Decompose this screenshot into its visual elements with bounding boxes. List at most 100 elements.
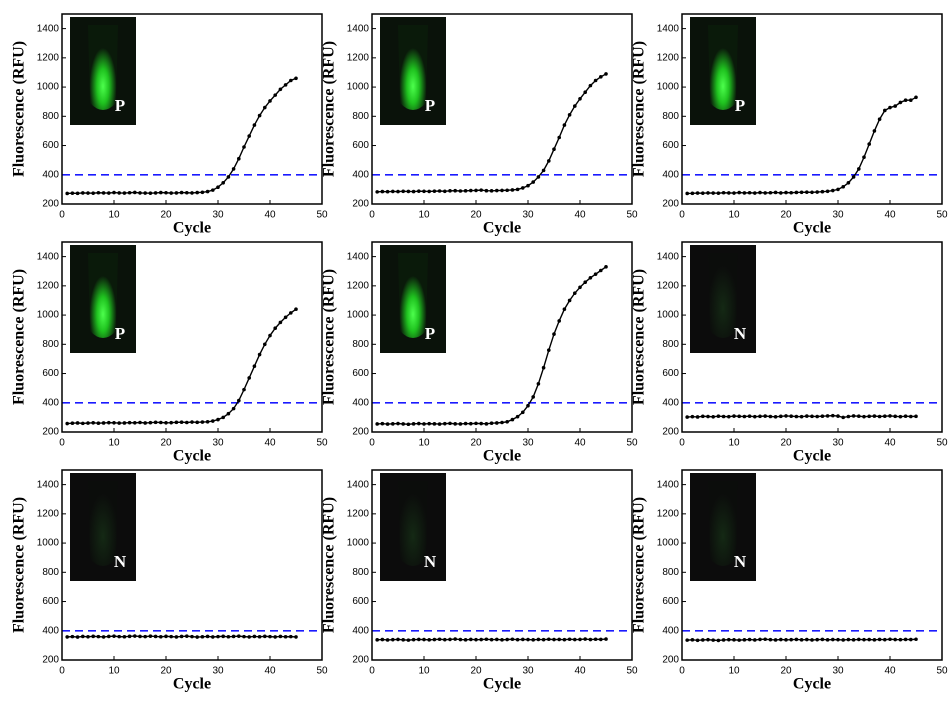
y-tick-label: 200: [352, 199, 369, 210]
data-point: [448, 189, 452, 193]
data-point: [179, 420, 184, 425]
data-point: [396, 421, 400, 426]
data-point: [458, 637, 463, 642]
data-point: [510, 637, 515, 642]
y-axis-label: Fluorescence (RFU): [321, 497, 338, 633]
y-tick-label: 1000: [347, 538, 370, 549]
data-point: [200, 190, 205, 195]
y-tick-label: 1400: [347, 251, 370, 262]
data-point: [273, 326, 278, 331]
x-tick-label: 20: [160, 438, 172, 449]
data-point: [557, 319, 561, 323]
data-point: [747, 637, 752, 642]
data-point: [857, 167, 861, 171]
data-point: [190, 191, 194, 195]
data-point: [185, 634, 189, 638]
x-axis-label: Cycle: [173, 220, 211, 237]
y-tick-label: 1200: [37, 52, 60, 63]
x-tick-label: 10: [108, 438, 120, 449]
axes-frame: [371, 469, 633, 661]
data-point: [117, 421, 121, 425]
data-point: [877, 637, 882, 642]
y-axis-label: Fluorescence (RFU): [321, 41, 338, 177]
data-point: [75, 191, 80, 196]
data-point: [153, 191, 158, 195]
data-point: [567, 298, 572, 303]
data-point: [117, 191, 121, 195]
data-point: [690, 191, 695, 196]
data-point: [893, 637, 897, 642]
data-point: [831, 413, 835, 418]
data-point: [510, 417, 515, 422]
data-point: [810, 190, 814, 195]
data-point: [380, 637, 385, 642]
data-point: [495, 421, 499, 425]
x-tick-label: 10: [418, 666, 430, 677]
data-point: [406, 189, 411, 194]
y-tick-label: 1200: [657, 52, 680, 63]
data-point: [391, 637, 395, 642]
data-point: [86, 191, 90, 195]
data-point: [268, 634, 272, 639]
data-point: [794, 190, 799, 195]
data-point: [578, 285, 582, 290]
data-point: [531, 638, 535, 642]
data-point: [179, 634, 184, 639]
data-point: [86, 421, 90, 425]
x-tick-label: 30: [522, 210, 534, 221]
data-point: [273, 93, 278, 97]
data-point: [531, 180, 535, 184]
x-tick-label: 40: [574, 666, 586, 677]
inset-label: N: [734, 552, 747, 571]
panel: N 200 400 600 800 1000 1200 1400 0 10 20 30 40 50 Cycl…: [11, 469, 328, 693]
data-point: [789, 414, 793, 419]
data-point: [200, 634, 205, 639]
x-tick-label: 0: [679, 438, 685, 449]
data-point: [877, 414, 882, 419]
data-point: [815, 637, 819, 642]
y-axis-label: Fluorescence (RFU): [631, 497, 648, 633]
data-point: [547, 637, 551, 642]
data-point: [763, 414, 767, 418]
data-point: [794, 637, 799, 642]
data-point: [721, 190, 726, 195]
data-point: [242, 387, 246, 392]
data-point: [133, 420, 137, 425]
data-point: [536, 381, 541, 386]
data-point: [547, 159, 551, 163]
axes-frame: [681, 13, 943, 205]
data-point: [536, 175, 541, 179]
data-point: [747, 190, 752, 195]
y-tick-label: 1200: [347, 52, 370, 63]
data-point: [747, 414, 752, 419]
data-point: [500, 188, 504, 193]
data-point: [789, 637, 793, 642]
data-point: [763, 637, 767, 642]
data-point: [583, 637, 587, 641]
y-tick-label: 1000: [37, 538, 60, 549]
axes-frame: [61, 241, 323, 433]
y-tick-label: 1200: [347, 280, 370, 291]
data-point: [268, 99, 272, 103]
data-point: [604, 637, 608, 641]
data-point: [484, 637, 489, 642]
data-point: [593, 272, 598, 276]
x-tick-label: 0: [369, 666, 375, 677]
data-point: [841, 638, 845, 642]
data-point: [883, 637, 887, 642]
data-point: [283, 315, 288, 320]
data-point: [541, 365, 546, 370]
data-point: [521, 410, 525, 415]
data-point: [65, 191, 69, 196]
data-point: [883, 108, 887, 113]
data-point: [417, 189, 421, 193]
panel: N 200 400 600 800 1000 1200 1400 0 10 20 30 40 50 Cycl…: [321, 469, 638, 693]
x-tick-label: 20: [780, 438, 792, 449]
data-point: [169, 634, 173, 639]
data-point: [841, 415, 845, 420]
data-point: [237, 156, 241, 161]
data-point: [505, 419, 510, 424]
data-point: [526, 183, 530, 188]
y-tick-label: 200: [662, 427, 679, 438]
x-tick-label: 20: [470, 666, 482, 677]
